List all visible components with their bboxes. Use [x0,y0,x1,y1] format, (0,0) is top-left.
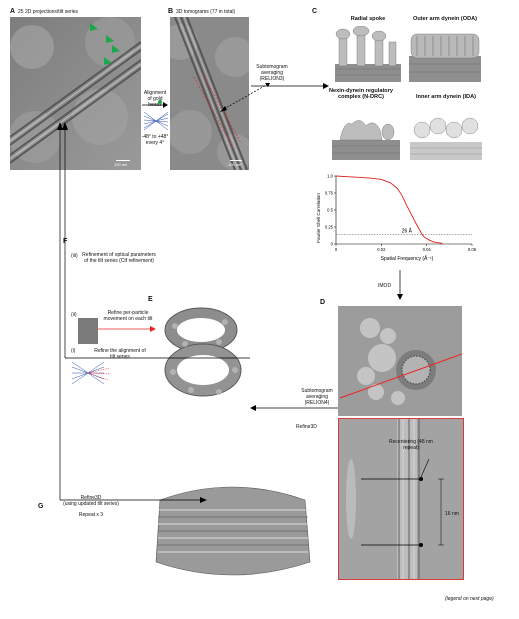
g-repeat: Repeat x 3 [78,512,104,518]
fsc-y-tick-label: 0 [331,242,334,247]
ndrc-render [332,120,400,160]
step-ii-text: Refine per-particle movement on each til… [103,310,153,322]
fsc-marks [335,175,472,244]
fsc-y-tick-label: 0.5 [327,208,333,213]
scalebar-a [116,160,130,161]
cross-section-image [338,306,462,416]
subtomo3-label: Subtomogram averaging (RELION3) [256,64,288,82]
step-ii-arrow [98,326,156,332]
doublet-long-map [155,486,311,576]
scalebar-a-label: 100 nm [114,162,128,167]
doublet-side-view: Recentering (48 nm repeat) 16 nm [338,418,464,580]
imod-label: IMOD [378,283,392,289]
g-refine-label: Refine3D [80,495,102,501]
panel-g-letter: G [38,503,44,510]
doublet-3d-map [164,307,242,397]
g-refine-sub: (using updated tilt series) [63,501,119,507]
scalebar-b-label: 100 nm [228,162,242,167]
oda-render [409,33,481,82]
step-iii-num: (iii) [71,253,78,259]
panel-a-caption: 25 2D projections/tilt series [18,9,79,15]
step-i-text: Refine the alignment of tilt series [94,348,146,360]
panel-b-caption: 3D tomograms (77 in total) [176,9,236,15]
tilt-fan-refine-icon [71,361,110,385]
subtomo4-arrow [250,405,338,411]
fsc-x-tick-label: 0 [335,247,338,252]
step-iii-text: Refinement of optical parameters of the … [82,252,156,264]
fsc-ticks: 0 0.02 0.04 0.06 0 0.25 0.5 0.75 1.0 [325,174,477,253]
fsc-y-tick-label: 0.75 [325,191,334,196]
recenter-label: Recentering (48 nm repeat) [389,439,433,451]
tomogram-image: 100 nm [170,17,249,170]
tilt-range-label: -48° to +48° every 4° [141,134,169,146]
fsc-xlabel: Spatial Frequency (Å⁻¹) [381,255,434,262]
imod-arrow [397,270,403,300]
fsc-annotation: 26 Å [402,227,413,234]
radial-spoke-render [335,26,401,82]
fsc-series-line [335,175,443,244]
tilt-series-image: 100 nm [10,17,141,170]
step-i-num: (i) [71,348,76,354]
panel-f-letter: F [63,238,68,245]
oda-title: Outer arm dynein (ODA) [412,16,478,22]
fsc-x-tick-label: 0.04 [423,247,432,252]
fsc-chart: Fourier Shell Correlation 0 0.02 0.04 0.060… [316,174,477,263]
scalebar-b [230,160,242,161]
radial-spoke-title: Radial spoke [350,16,386,22]
fsc-ylabel: Fourier Shell Correlation [316,193,321,243]
alignment-arrow [142,100,168,108]
measure-label: 16 nm [445,511,459,517]
panel-d-letter: D [320,299,326,306]
step-ii-num: (ii) [71,312,77,318]
ida-render [410,117,482,160]
panel-b-letter: B [168,8,174,15]
panel-e-letter: E [148,296,153,303]
ida-title: Inner arm dynein (IDA) [416,94,476,100]
fsc-y-tick-label: 0.25 [325,225,334,230]
panel-a-letter: A [10,8,16,15]
tilt-fan-icon [144,111,168,131]
tilt-thumbnail [78,318,98,344]
fsc-x-tick-label: 0.02 [377,247,386,252]
feedback-lines [57,122,250,503]
legend-note: (legend on next page) [445,596,494,602]
refine3d-label: Refine3D [296,424,317,430]
fsc-x-tick-label: 0.06 [468,247,477,252]
b-to-c-arrow [251,83,329,89]
fsc-y-tick-label: 1.0 [327,174,333,179]
subtomo3-arrow [220,83,270,112]
ndrc-title: Nexin-dynein regulatory complex (N-DRC) [328,88,394,101]
panel-c-letter: C [312,8,318,15]
subtomo4-label: Subtomogram averaging (RELION4) [301,388,333,406]
